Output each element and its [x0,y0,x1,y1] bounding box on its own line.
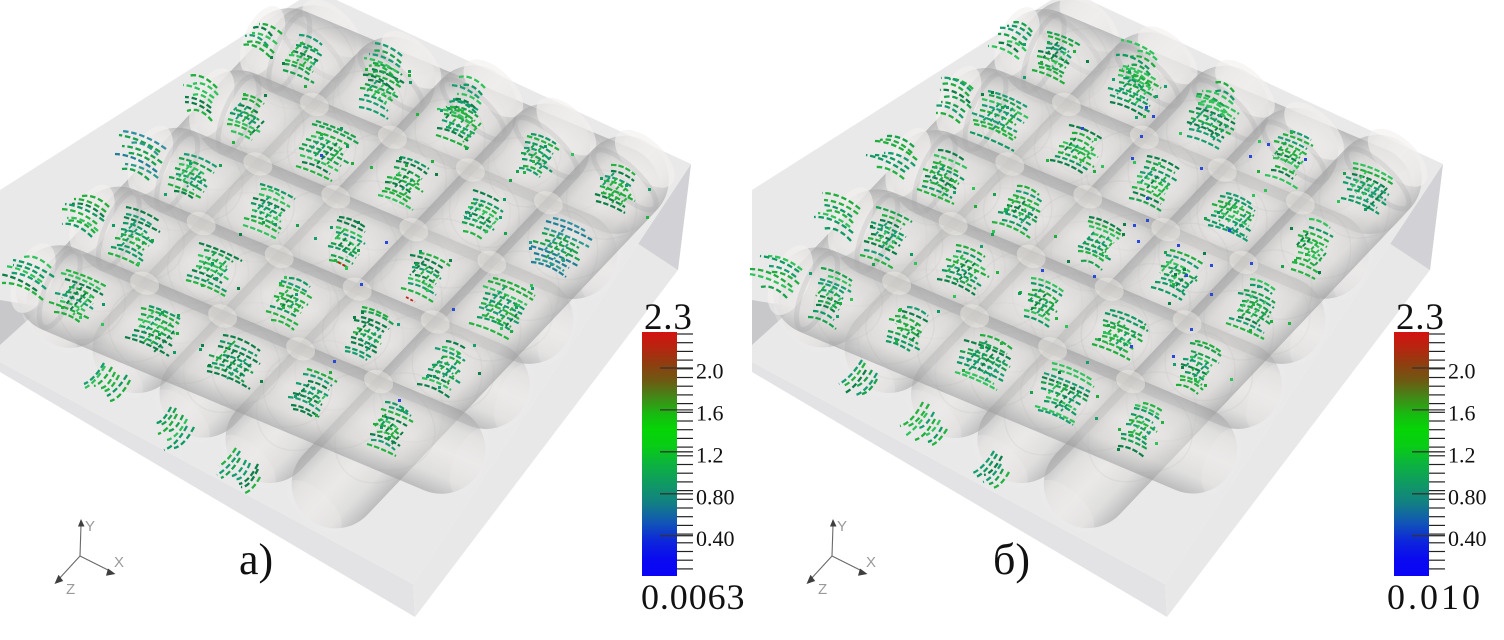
svg-text:X: X [866,554,876,571]
svg-text:б): б) [993,535,1030,584]
svg-text:1.6: 1.6 [696,400,724,425]
svg-text:X: X [114,554,124,571]
svg-text:Y: Y [85,518,95,535]
svg-text:1.2: 1.2 [1448,442,1476,467]
svg-text:0.80: 0.80 [696,484,735,509]
svg-text:а): а) [239,535,273,584]
svg-text:1.2: 1.2 [696,442,724,467]
svg-text:0.40: 0.40 [696,526,735,551]
svg-text:Y: Y [837,518,847,535]
svg-text:0.0063: 0.0063 [641,577,745,617]
svg-text:0.80: 0.80 [1448,484,1487,509]
svg-text:2.3: 2.3 [1396,297,1445,338]
svg-text:2.0: 2.0 [1448,359,1476,384]
svg-text:0.40: 0.40 [1448,526,1487,551]
svg-text:0.010: 0.010 [1387,577,1483,617]
svg-text:2.0: 2.0 [696,359,724,384]
svg-text:1.6: 1.6 [1448,400,1476,425]
svg-text:Z: Z [818,581,827,598]
svg-text:2.3: 2.3 [644,297,693,338]
svg-text:Z: Z [66,581,75,598]
